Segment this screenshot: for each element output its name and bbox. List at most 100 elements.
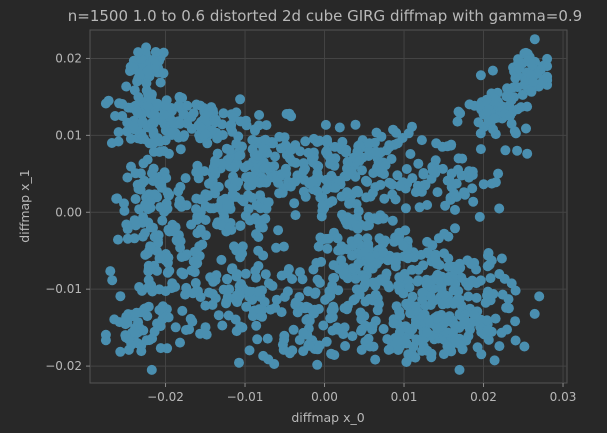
data-point: [205, 203, 216, 214]
data-point: [271, 242, 282, 253]
data-point: [380, 235, 391, 246]
data-point: [384, 140, 395, 151]
data-point: [235, 94, 246, 105]
data-point: [413, 158, 424, 169]
data-point: [490, 177, 501, 188]
data-point: [137, 116, 148, 127]
data-point: [240, 268, 251, 279]
data-point: [342, 212, 353, 223]
data-point: [136, 307, 146, 318]
data-point: [279, 334, 290, 345]
data-point: [231, 191, 241, 202]
data-point: [410, 318, 421, 329]
data-point: [318, 320, 329, 331]
x-tick-label: 0.01: [391, 390, 418, 404]
data-point: [359, 311, 370, 322]
data-point: [316, 256, 327, 267]
data-point: [489, 113, 500, 124]
data-point: [100, 98, 111, 109]
data-point: [509, 126, 520, 137]
data-point: [289, 141, 300, 152]
data-point: [442, 341, 453, 352]
data-point: [140, 199, 150, 210]
data-point: [298, 186, 309, 197]
data-point: [177, 305, 188, 316]
data-point: [299, 174, 310, 185]
data-point: [442, 314, 453, 325]
data-point: [317, 200, 328, 211]
data-point: [354, 155, 365, 166]
data-point: [431, 272, 442, 283]
data-point: [250, 125, 260, 136]
data-point: [153, 237, 164, 248]
data-point: [162, 187, 173, 198]
data-point: [405, 149, 416, 159]
data-point: [234, 357, 244, 368]
data-point: [508, 82, 519, 93]
data-point: [246, 294, 257, 305]
data-point: [312, 359, 323, 370]
data-point: [150, 116, 161, 126]
data-point: [141, 78, 152, 89]
data-point: [241, 172, 252, 183]
data-point: [149, 326, 160, 337]
data-point: [282, 286, 293, 297]
data-point: [178, 109, 189, 120]
data-point: [388, 124, 399, 135]
data-point: [123, 344, 134, 355]
data-point: [162, 267, 173, 278]
data-point: [133, 317, 144, 328]
data-point: [367, 321, 378, 332]
data-point: [529, 308, 540, 319]
data-point: [223, 310, 234, 321]
data-point: [180, 173, 191, 184]
data-point: [526, 86, 537, 97]
data-point: [494, 203, 505, 214]
data-point: [352, 146, 363, 157]
data-point: [439, 248, 449, 259]
data-point: [496, 327, 507, 338]
data-point: [201, 329, 212, 340]
data-point: [401, 298, 412, 309]
data-point: [144, 335, 155, 346]
data-point: [434, 260, 445, 270]
data-point: [448, 285, 459, 296]
data-point: [312, 274, 323, 285]
data-point: [341, 244, 352, 255]
data-point: [260, 213, 271, 224]
data-point: [276, 307, 287, 318]
data-point: [475, 70, 486, 81]
data-point: [129, 215, 140, 226]
data-point: [258, 350, 269, 361]
data-point: [416, 135, 427, 146]
data-point: [267, 280, 278, 291]
data-point: [153, 230, 164, 241]
data-point: [222, 273, 232, 284]
data-point: [166, 106, 177, 116]
data-point: [255, 190, 266, 201]
data-point: [512, 145, 523, 156]
data-point: [459, 187, 469, 198]
data-point: [388, 255, 399, 266]
data-point: [452, 116, 463, 127]
data-point: [160, 100, 171, 111]
data-point: [526, 57, 536, 68]
data-point: [279, 132, 290, 143]
data-point: [105, 266, 116, 277]
data-point: [342, 156, 353, 167]
data-point: [128, 62, 139, 73]
data-point: [420, 179, 431, 190]
data-point: [133, 108, 143, 119]
data-point: [111, 193, 122, 204]
data-point: [204, 287, 214, 298]
data-point: [364, 341, 375, 352]
data-point: [316, 234, 327, 245]
data-point: [405, 308, 416, 319]
data-point: [361, 221, 372, 231]
data-point: [501, 302, 512, 313]
data-point: [162, 203, 173, 214]
data-point: [244, 345, 255, 356]
data-point: [346, 197, 357, 208]
data-point: [192, 228, 203, 239]
